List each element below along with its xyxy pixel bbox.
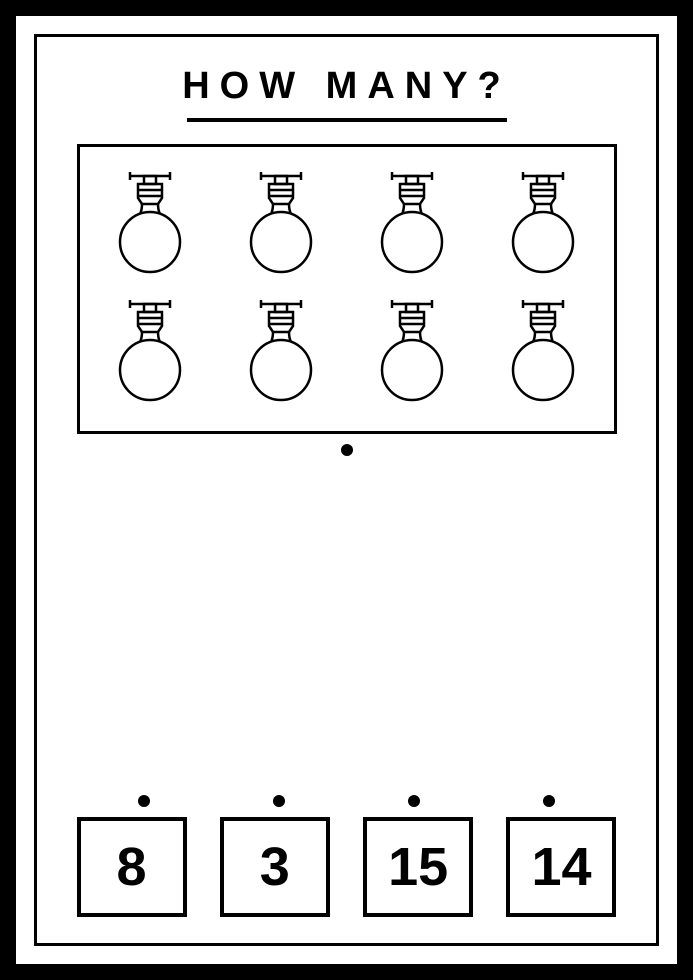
answer-option[interactable]: 14 bbox=[506, 817, 616, 917]
outer-frame: HOW MANY? bbox=[0, 0, 693, 980]
light-bulb-icon bbox=[503, 170, 583, 280]
inner-frame: HOW MANY? bbox=[34, 34, 659, 946]
answer-option[interactable]: 15 bbox=[363, 817, 473, 917]
counting-item bbox=[493, 165, 593, 285]
connector-dot bbox=[408, 795, 420, 807]
light-bulb-icon bbox=[110, 298, 190, 408]
light-bulb-icon bbox=[503, 298, 583, 408]
connector-dot bbox=[273, 795, 285, 807]
connector-dot bbox=[341, 444, 353, 456]
counting-item bbox=[362, 165, 462, 285]
answers-row: 8 3 15 14 bbox=[77, 817, 617, 917]
answer-option[interactable]: 8 bbox=[77, 817, 187, 917]
light-bulb-icon bbox=[372, 298, 452, 408]
counting-item bbox=[100, 293, 200, 413]
answer-dots-row bbox=[77, 795, 617, 807]
light-bulb-icon bbox=[110, 170, 190, 280]
connector-dot bbox=[543, 795, 555, 807]
answer-option[interactable]: 3 bbox=[220, 817, 330, 917]
counting-image-box bbox=[77, 144, 617, 434]
light-bulb-icon bbox=[241, 298, 321, 408]
connector-dot bbox=[138, 795, 150, 807]
counting-item bbox=[231, 293, 331, 413]
light-bulb-icon bbox=[241, 170, 321, 280]
counting-item bbox=[231, 165, 331, 285]
bulb-row bbox=[100, 165, 594, 285]
light-bulb-icon bbox=[372, 170, 452, 280]
counting-item bbox=[493, 293, 593, 413]
worksheet-title: HOW MANY? bbox=[182, 65, 511, 108]
counting-item bbox=[100, 165, 200, 285]
title-underline bbox=[187, 118, 507, 122]
bulb-row bbox=[100, 293, 594, 413]
counting-item bbox=[362, 293, 462, 413]
